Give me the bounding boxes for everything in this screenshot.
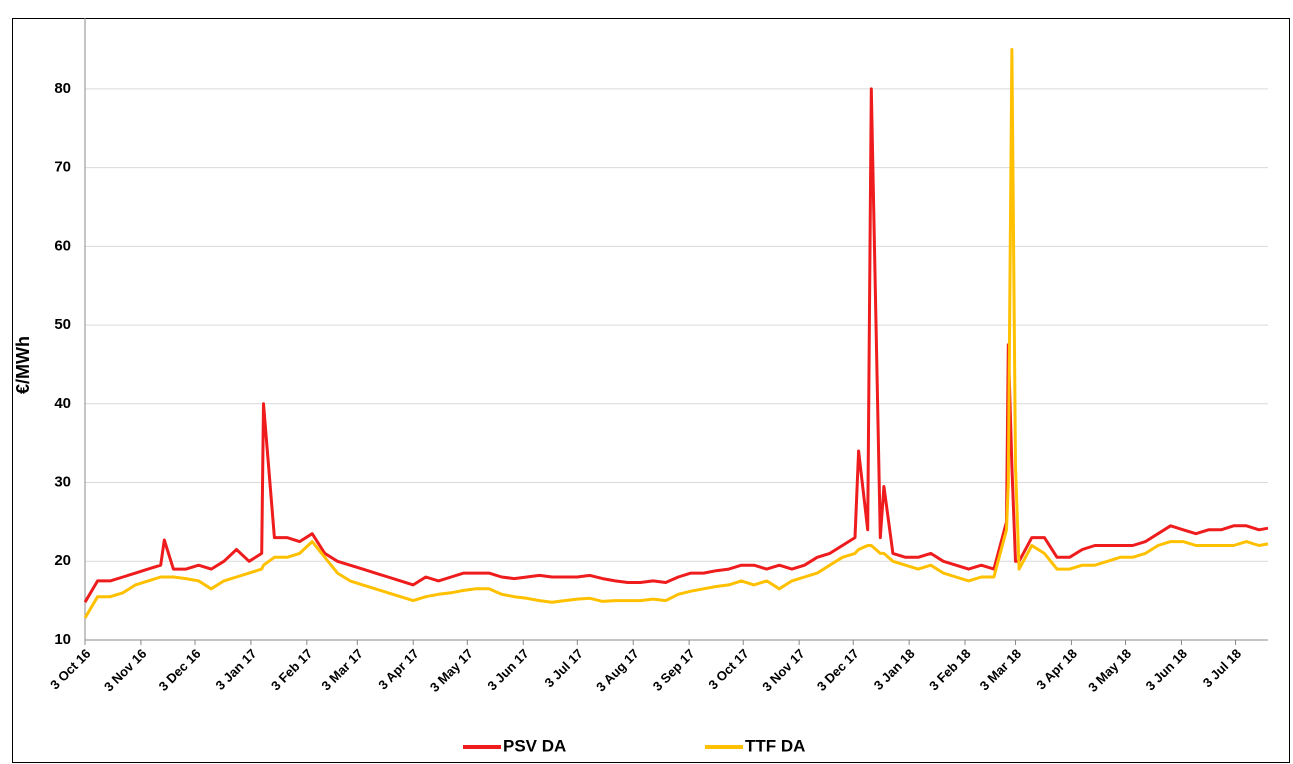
- legend-label: TTF DA: [745, 736, 805, 755]
- chart-frame: [12, 18, 1290, 763]
- x-tick-label: 3 Jul 17: [542, 646, 586, 690]
- x-tick-label: 3 Dec 17: [814, 646, 862, 694]
- x-tick-label: 3 May 18: [1085, 646, 1134, 695]
- line-series: [83, 48, 1269, 619]
- y-tick-label: 50: [54, 316, 71, 333]
- y-tick-label: 60: [54, 237, 71, 254]
- x-tick-label: 3 May 17: [427, 646, 476, 695]
- legend-label: PSV DA: [503, 736, 566, 755]
- x-tick-label: 3 Oct 17: [705, 646, 751, 692]
- x-tick-label: 3 Nov 16: [101, 646, 149, 694]
- line-series: [83, 87, 1269, 603]
- x-tick-label: 3 Dec 16: [156, 646, 204, 694]
- x-tick-label: 3 Jan 17: [213, 646, 260, 693]
- x-tick-label: 3 Oct 16: [47, 646, 93, 692]
- x-tick-label: 3 Mar 17: [318, 646, 365, 693]
- y-tick-label: 70: [54, 159, 71, 176]
- x-tick-label: 3 Nov 17: [759, 646, 807, 694]
- x-tick-label: 3 Jan 18: [871, 646, 918, 693]
- x-tick-label: 3 Jun 18: [1143, 646, 1190, 693]
- x-tick-label: 3 Jun 17: [484, 646, 531, 693]
- x-tick-label: 3 Apr 17: [375, 646, 422, 693]
- y-tick-label: 30: [54, 474, 71, 491]
- x-tick-label: 3 Aug 17: [593, 646, 642, 695]
- x-tick-label: 3 Jul 18: [1200, 646, 1244, 690]
- x-tick-label: 3 Mar 18: [977, 646, 1024, 693]
- y-tick-label: 10: [54, 631, 71, 648]
- x-tick-label: 3 Feb 18: [926, 646, 973, 693]
- x-tick-label: 3 Feb 17: [268, 646, 315, 693]
- x-tick-label: 3 Apr 18: [1033, 646, 1080, 693]
- y-tick-label: 20: [54, 552, 71, 569]
- y-tick-label: 80: [54, 80, 71, 97]
- x-tick-label: 3 Sep 17: [650, 646, 698, 694]
- y-axis-label: €/MWh: [13, 336, 33, 394]
- y-tick-label: 40: [54, 395, 71, 412]
